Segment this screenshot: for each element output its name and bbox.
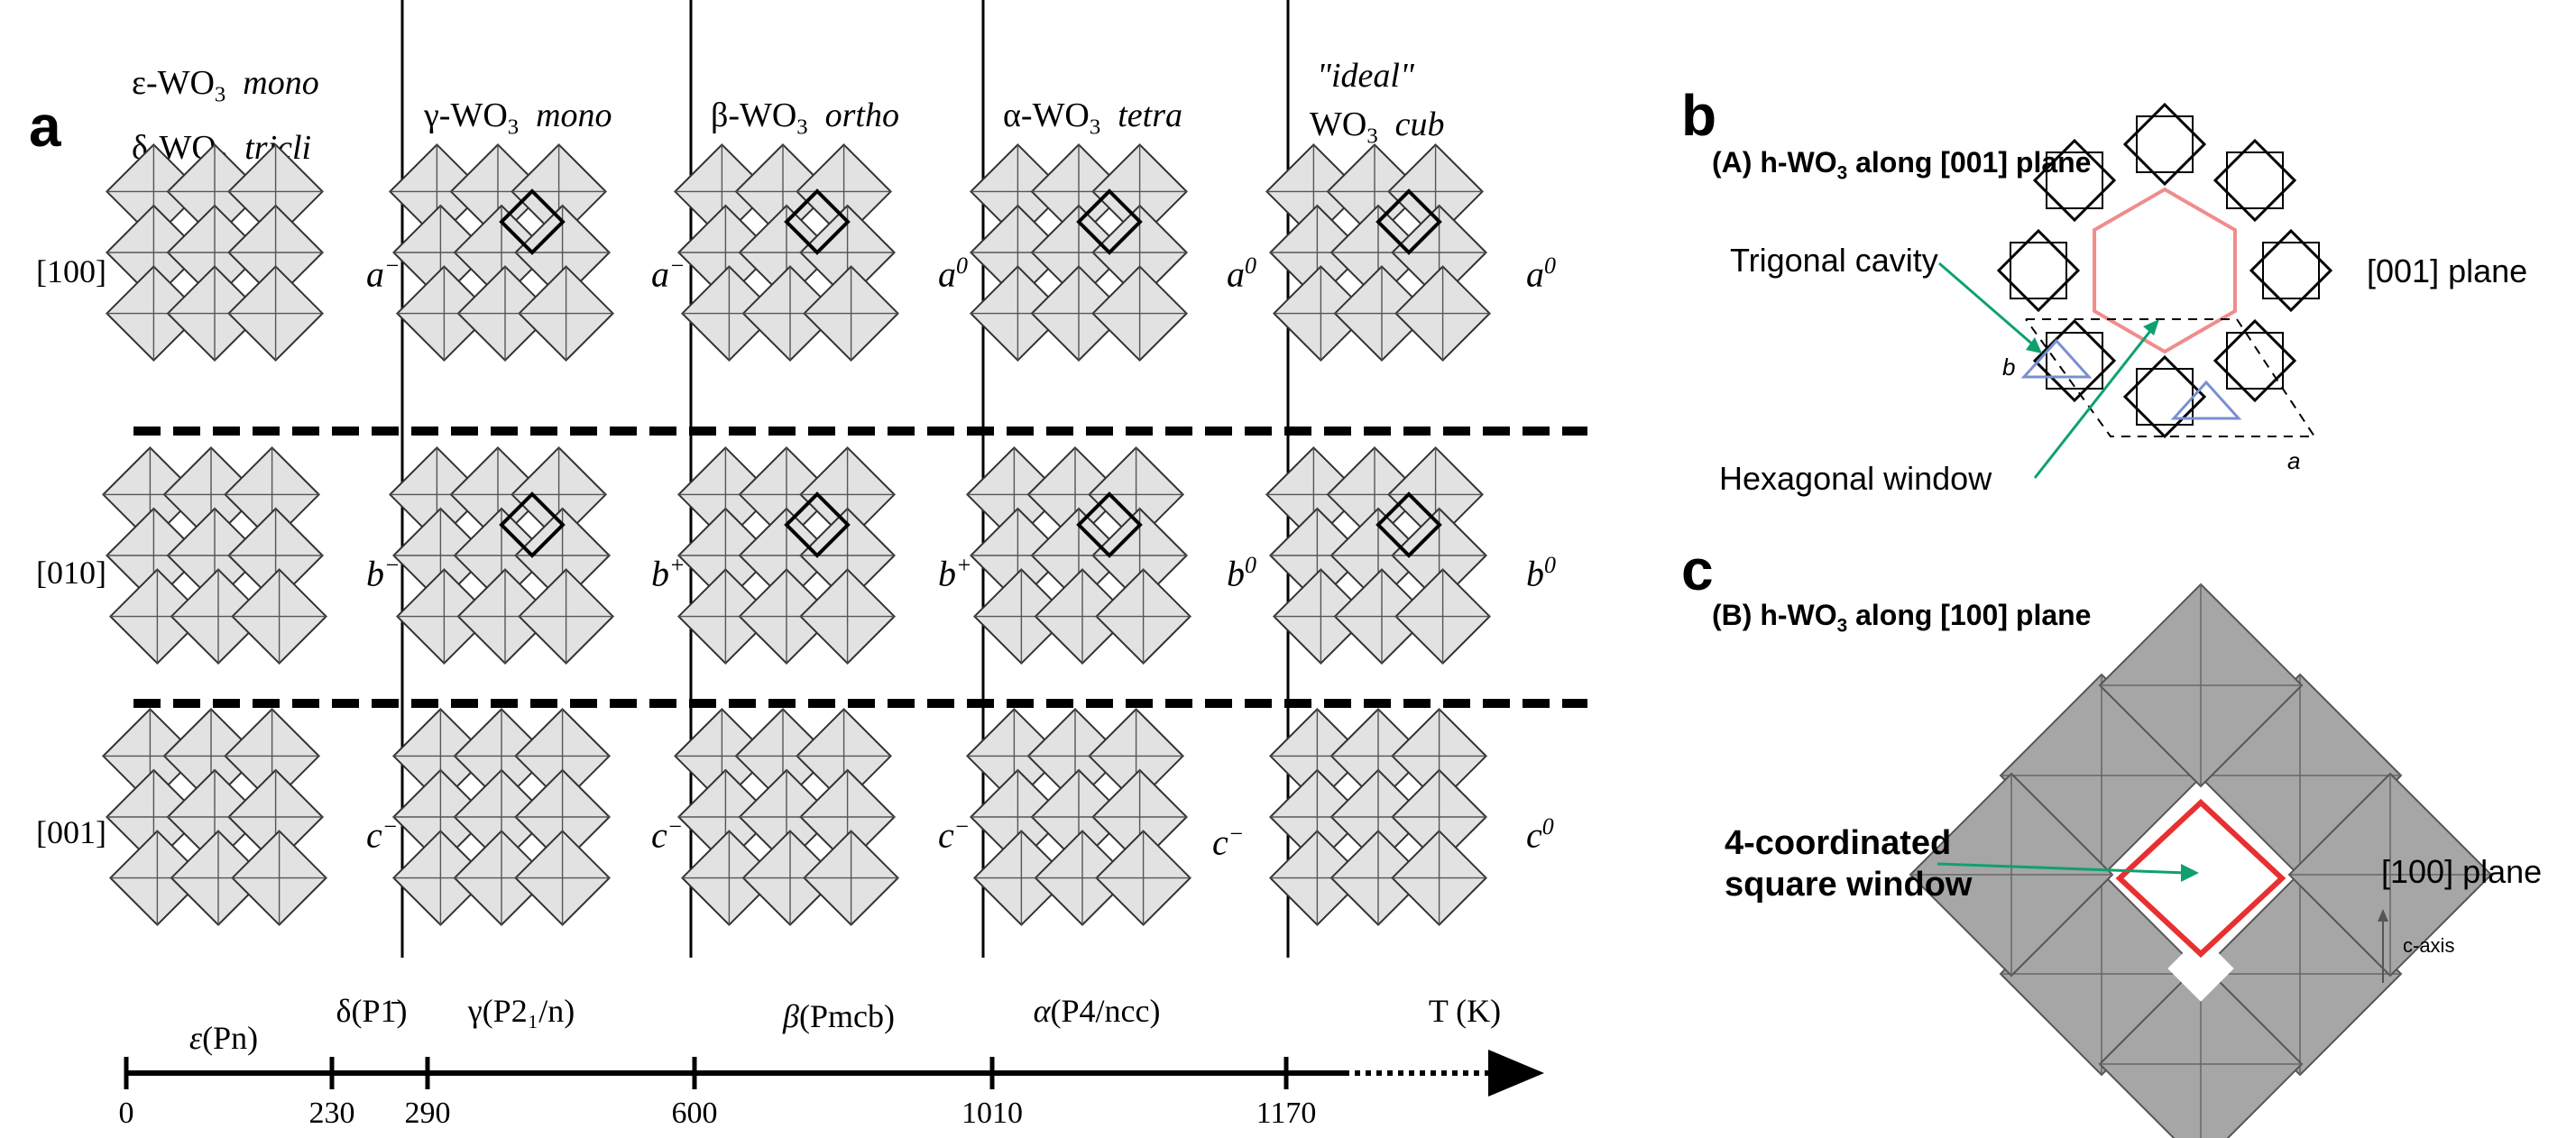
octahedra-tile	[101, 707, 328, 927]
tilt-label: c0	[1526, 813, 1554, 856]
window-hole	[2167, 935, 2234, 1002]
octahedron-outline	[2213, 138, 2297, 223]
plane-100-label: [100] plane	[2381, 853, 2543, 890]
hexagonal-window-label: Hexagonal window	[1719, 460, 1992, 497]
tilt-label: b0	[1227, 552, 1256, 594]
octahedra-tile	[101, 445, 328, 665]
tilt-label: a−	[651, 252, 685, 295]
octahedron-outline	[2046, 332, 2103, 390]
square-window	[2115, 798, 2286, 959]
temperature-axis-label: T (K)	[1428, 993, 1502, 1029]
tick-label: 230	[308, 1097, 355, 1130]
octahedron-outline	[2122, 102, 2207, 187]
plane-001-label: [001] plane	[2367, 252, 2528, 289]
octahedra-tile	[391, 707, 612, 927]
tick-label: 1010	[961, 1097, 1023, 1130]
axis-b-label: b	[2002, 353, 2016, 381]
panel-a-structures	[101, 0, 1587, 1097]
tick-label: 0	[118, 1097, 134, 1130]
tilt-label: c−	[651, 813, 684, 856]
octahedron-outline	[2046, 151, 2103, 209]
range-delta: δ(P1̄)	[336, 993, 408, 1029]
octahedron-outline	[2010, 242, 2067, 299]
octahedron-outline	[2226, 332, 2284, 390]
square-window-label: 4-coordinated square window	[1725, 824, 1973, 904]
phase-header-beta: β-WO3 ortho	[711, 96, 899, 140]
arrow-head	[2026, 337, 2042, 353]
window-hole	[2167, 834, 2234, 901]
octahedra-tile	[1265, 445, 1492, 665]
tick-label: 600	[671, 1097, 718, 1130]
tick-label: 1170	[1256, 1097, 1317, 1130]
row-label-001: [001]	[36, 814, 106, 850]
arrow-head	[2143, 319, 2159, 335]
tilt-label: a0	[1227, 252, 1256, 295]
octahedra-tile	[969, 142, 1189, 363]
octahedra-tile	[1268, 707, 1488, 927]
trigonal-cavity	[2170, 380, 2242, 420]
trigonal-cavity-label: Trigonal cavity	[1730, 242, 1938, 279]
octahedra-tile	[676, 445, 897, 665]
octahedra-tile	[965, 445, 1192, 665]
octahedron-outline	[2122, 354, 2207, 439]
range-beta: β(Pmcb)	[783, 998, 895, 1034]
phase-header-ideal: "ideal" WO3 cub	[1310, 57, 1445, 149]
octahedron-outline	[2226, 151, 2284, 209]
range-alpha: α(P4/ncc)	[1033, 993, 1161, 1029]
panel-c-title: (B) h-WO3 along [100] plane	[1712, 599, 2092, 637]
arrow-head	[2181, 864, 2199, 882]
octahedra-tile	[673, 142, 900, 363]
range-gamma: γ(P2₁/n)	[467, 993, 575, 1029]
tilt-label: a0	[938, 252, 968, 295]
tick-label: 290	[404, 1097, 451, 1130]
tilt-label: b+	[938, 552, 972, 594]
tilt-label: c−	[366, 813, 399, 856]
octahedra-tile	[388, 445, 615, 665]
tilt-label: a−	[366, 252, 400, 295]
octahedron-outline	[2213, 318, 2297, 403]
c-axis-label: c-axis	[2403, 934, 2455, 957]
square-window-arrow	[1937, 862, 2187, 875]
octahedra-tile	[1265, 142, 1492, 363]
hexagonal-window	[2093, 187, 2237, 354]
octahedron-outline	[1996, 228, 2081, 313]
octahedra-tile	[105, 142, 325, 363]
phase-header-gamma: γ-WO3 mono	[424, 96, 612, 140]
octahedron-outline	[2032, 318, 2117, 403]
octahedra-tile	[673, 707, 900, 927]
range-epsilon: ε(Pn)	[189, 1020, 259, 1056]
octahedra-tile	[965, 707, 1192, 927]
octahedron-outline	[2249, 228, 2333, 313]
unit-cell	[2025, 318, 2316, 437]
tilt-label: a0	[1526, 252, 1556, 295]
octahedron-outline	[2136, 115, 2194, 173]
row-label-010: [010]	[36, 555, 106, 591]
tilt-label: b0	[1526, 552, 1556, 594]
tilt-label: c−	[938, 813, 971, 856]
trigonal-arrow	[1938, 262, 2036, 348]
panel-c-letter: c	[1681, 537, 1714, 602]
octahedra-tile	[388, 142, 615, 363]
trigonal-cavity	[2020, 338, 2093, 379]
panel-a-letter: a	[29, 94, 61, 159]
tilt-label: c−	[1212, 821, 1245, 863]
arrow-head	[2378, 909, 2388, 922]
phase-header-alpha: α-WO3 tetra	[1003, 96, 1182, 140]
panel-b-letter: b	[1681, 83, 1717, 148]
row-label-100: [100]	[36, 253, 106, 289]
hexagonal-arrow	[2033, 326, 2156, 479]
axis-a-label: a	[2287, 447, 2301, 474]
octahedron-outline	[2262, 242, 2320, 299]
octahedron-outline	[2032, 138, 2117, 223]
